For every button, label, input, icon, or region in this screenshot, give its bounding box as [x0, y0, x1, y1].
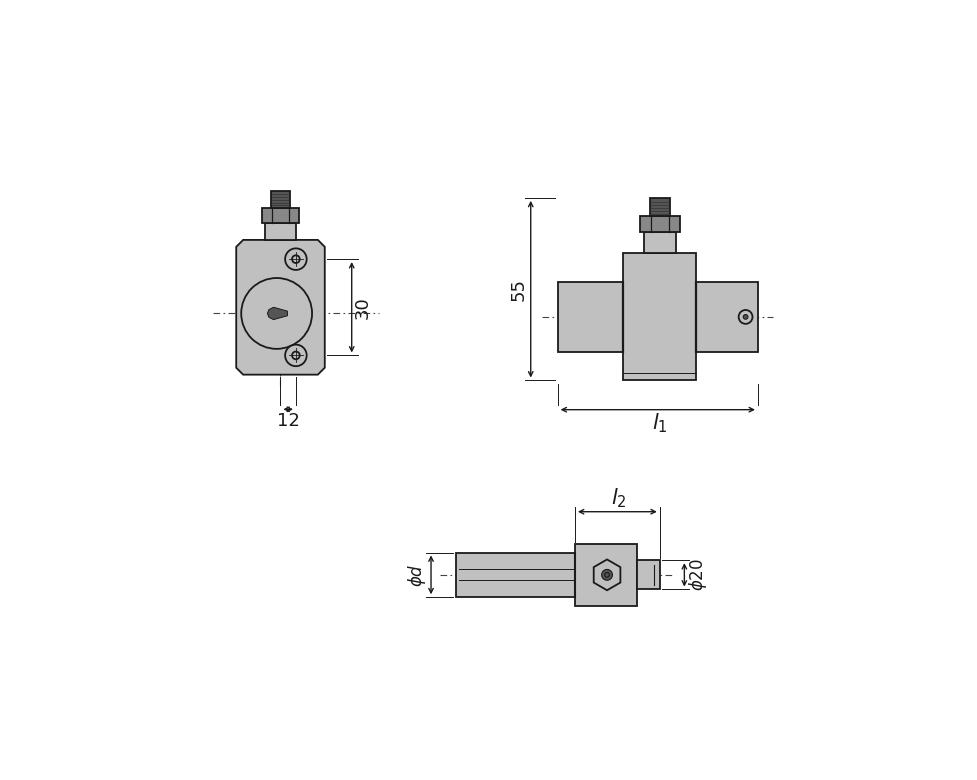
- Text: 12: 12: [276, 412, 300, 430]
- Bar: [637, 560, 659, 590]
- Circle shape: [285, 345, 307, 366]
- Circle shape: [602, 569, 613, 580]
- Bar: [265, 223, 296, 240]
- Bar: [558, 282, 623, 352]
- Circle shape: [285, 248, 307, 270]
- Text: $\phi d$: $\phi d$: [406, 563, 428, 587]
- Bar: [262, 207, 299, 223]
- Text: 30: 30: [354, 296, 371, 319]
- Circle shape: [743, 314, 747, 319]
- Circle shape: [739, 310, 752, 324]
- Polygon shape: [236, 240, 324, 374]
- Bar: [575, 544, 637, 605]
- Text: $l_1$: $l_1$: [653, 412, 668, 435]
- Circle shape: [292, 352, 300, 360]
- Bar: [640, 216, 680, 232]
- Bar: [697, 282, 758, 352]
- Bar: [455, 552, 575, 597]
- Circle shape: [605, 573, 610, 577]
- Bar: [623, 254, 697, 381]
- Bar: [644, 232, 676, 254]
- Bar: [650, 198, 669, 216]
- Circle shape: [241, 278, 312, 349]
- Text: $l_2$: $l_2$: [611, 487, 626, 510]
- Polygon shape: [268, 307, 287, 320]
- Circle shape: [292, 255, 300, 263]
- Bar: [272, 190, 290, 207]
- Text: 55: 55: [509, 278, 528, 300]
- Text: $\phi 20$: $\phi 20$: [687, 558, 709, 591]
- Polygon shape: [594, 559, 620, 590]
